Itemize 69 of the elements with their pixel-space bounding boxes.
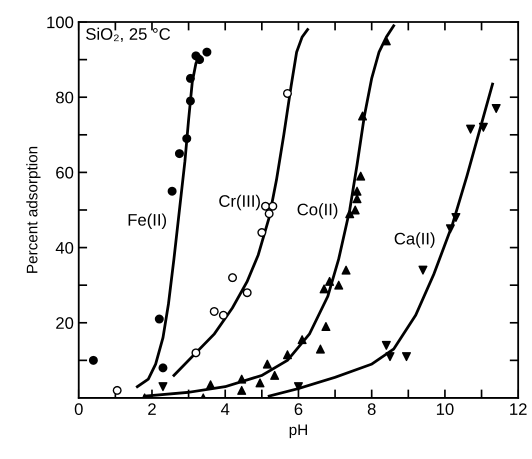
x-tick-label: 0 [74, 403, 83, 416]
point [174, 149, 184, 158]
annotation: SiO₂, 25 °C [86, 28, 170, 42]
point [262, 360, 272, 369]
point [256, 378, 264, 388]
point [158, 363, 168, 372]
point [418, 266, 428, 275]
point [154, 314, 164, 324]
point [191, 348, 200, 358]
point [325, 276, 334, 286]
point [282, 88, 292, 98]
series-label: Fe(II) [128, 214, 166, 230]
point [186, 96, 195, 106]
y-tick-label: 60 [56, 166, 74, 179]
point [342, 266, 351, 275]
y-axis-title: Percent adsorption [26, 146, 41, 273]
point [257, 228, 266, 238]
y-tick-label: 40 [56, 242, 74, 254]
x-tick-label: 4 [220, 403, 230, 415]
point [350, 205, 360, 214]
point [270, 370, 280, 380]
point [202, 48, 212, 57]
x-axis-title: pH [290, 424, 307, 438]
point [242, 288, 252, 298]
series-label: Cr(III) [219, 194, 260, 210]
point [168, 186, 177, 196]
point [316, 344, 325, 354]
point [466, 124, 476, 134]
point [268, 202, 278, 211]
point [386, 352, 394, 362]
point [88, 356, 98, 365]
y-tick-label: 100 [47, 16, 74, 28]
point [294, 382, 303, 392]
point [182, 134, 192, 144]
x-tick-label: 12 [510, 403, 527, 415]
x-tick-label: 8 [368, 403, 376, 416]
series-label: Co(II) [298, 203, 338, 219]
point [158, 382, 168, 392]
point [237, 386, 246, 395]
y-tick-label: 80 [56, 92, 74, 104]
x-tick-label: 6 [294, 403, 302, 416]
point [186, 74, 195, 83]
point [321, 322, 330, 332]
point [282, 350, 292, 360]
point [334, 280, 344, 290]
point [218, 310, 228, 320]
point [356, 172, 366, 181]
point [228, 273, 238, 282]
point [237, 374, 246, 384]
point [112, 386, 122, 395]
x-tick-label: 10 [436, 403, 454, 416]
point [210, 306, 219, 316]
point [298, 335, 307, 344]
point [358, 112, 368, 121]
point [492, 104, 501, 113]
point [260, 202, 270, 211]
point [320, 284, 329, 294]
point [195, 55, 204, 64]
point [478, 122, 488, 132]
point [451, 213, 460, 222]
x-tick-label: 2 [148, 403, 156, 415]
point [352, 186, 362, 196]
point [382, 340, 391, 350]
series-label: Ca(II) [394, 232, 434, 248]
point [206, 380, 216, 390]
point [402, 352, 411, 362]
y-tick-label: 20 [56, 317, 74, 329]
point [446, 224, 455, 234]
point [264, 209, 274, 218]
